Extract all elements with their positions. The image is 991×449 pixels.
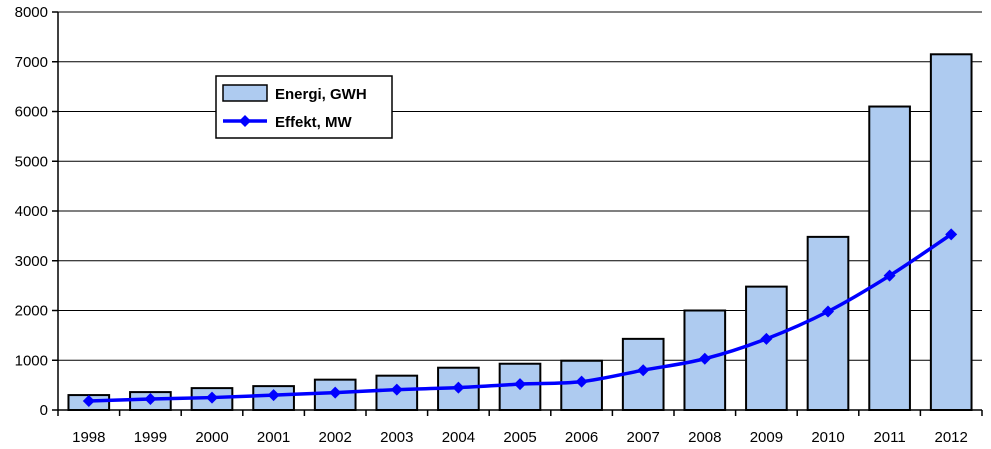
line-point: [760, 332, 773, 345]
y-tick-labels: 0 1000 2000 3000 4000 5000 6000 7000 8000: [15, 4, 48, 419]
x-tick-label: 2002: [319, 429, 352, 446]
y-tick-label: 6000: [15, 104, 48, 121]
x-tick-label: 2008: [688, 429, 721, 446]
legend-label-effekt: Effekt, MW: [275, 114, 353, 131]
y-tick-label: 3000: [15, 253, 48, 270]
x-tick-label: 2003: [380, 429, 413, 446]
x-tick-label: 2005: [503, 429, 536, 446]
x-tick-label: 2010: [811, 429, 844, 446]
x-tick-label: 2000: [195, 429, 228, 446]
y-tick-label: 5000: [15, 153, 48, 170]
line-point: [945, 228, 958, 241]
line-series: [82, 228, 958, 408]
x-tick-label: 2011: [873, 429, 905, 446]
x-tick-label: 1999: [134, 429, 167, 446]
line-point: [329, 386, 342, 399]
bar: [868, 105, 911, 412]
x-tick-label: 2009: [750, 429, 783, 446]
legend-diamond-marker: [239, 115, 251, 127]
legend: Energi, GWH Effekt, MW: [215, 75, 393, 139]
line-point: [822, 305, 834, 318]
y-tick-label: 7000: [15, 54, 48, 71]
x-tick-label: 2004: [442, 429, 475, 446]
x-tick-label: 2007: [627, 429, 660, 446]
y-tick-label: 8000: [15, 4, 48, 21]
legend-label-energi: Energi, GWH: [275, 86, 367, 103]
x-tick-labels: 1998 1999 2000 2001 2002 2003 2004 2005 2006 2007…: [72, 429, 968, 446]
line-point: [698, 352, 711, 365]
line-point: [267, 389, 280, 402]
x-tick-label: 2012: [935, 429, 968, 446]
line-point: [82, 395, 95, 408]
y-tick-label: 2000: [15, 303, 48, 320]
bar: [806, 235, 850, 411]
axes: [52, 11, 983, 416]
x-tick-label: 2006: [565, 429, 598, 446]
line-point: [637, 364, 650, 377]
gridlines: [58, 11, 982, 361]
bar: [745, 285, 788, 411]
line-point: [206, 391, 218, 404]
line-point: [390, 383, 403, 396]
line-point: [452, 381, 465, 394]
legend-bar-swatch: [222, 84, 268, 102]
y-tick-label: 0: [40, 402, 48, 419]
line-point: [514, 378, 526, 391]
line-path: [88, 232, 953, 403]
line-point: [883, 269, 896, 282]
x-tick-label: 2001: [257, 429, 290, 446]
y-tick-label: 1000: [15, 352, 48, 369]
line-point: [144, 393, 157, 406]
line-point: [575, 375, 588, 388]
y-tick-label: 4000: [15, 203, 48, 220]
x-tick-label: 1998: [72, 429, 105, 446]
